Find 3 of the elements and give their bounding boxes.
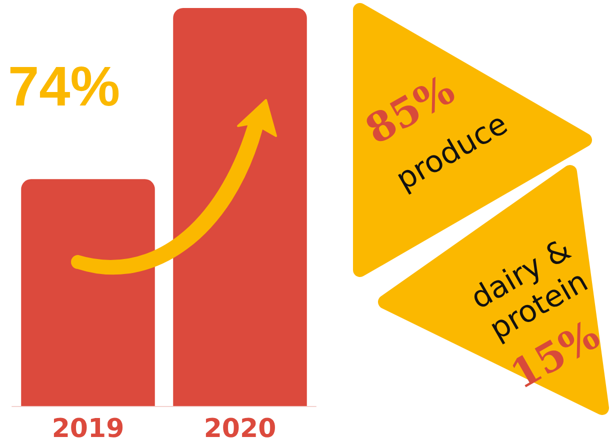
x-tick-label: 2020 [204,414,276,444]
annotation: 74% [8,54,120,118]
x-tick-label: 2019 [52,414,124,444]
